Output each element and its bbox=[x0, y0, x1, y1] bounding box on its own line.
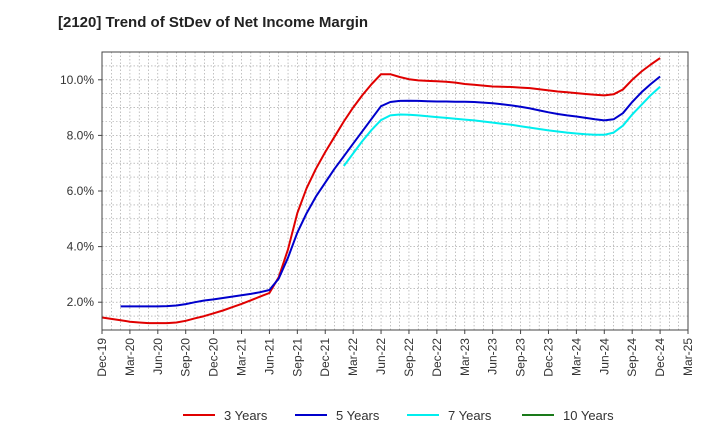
plot-area bbox=[102, 52, 688, 330]
x-tick-label: Jun-21 bbox=[262, 338, 276, 375]
x-tick-label: Sep-20 bbox=[179, 338, 193, 377]
x-tick-label: Sep-23 bbox=[514, 338, 528, 377]
x-tick-label: Jun-22 bbox=[374, 338, 388, 375]
x-tick-label: Jun-20 bbox=[151, 338, 165, 375]
legend: 3 Years 5 Years 7 Years 10 Years bbox=[183, 408, 614, 423]
y-tick-label: 4.0% bbox=[67, 240, 95, 254]
x-tick-label: Mar-20 bbox=[123, 338, 137, 376]
x-tick-label: Sep-21 bbox=[290, 338, 304, 377]
x-tick-label: Dec-19 bbox=[95, 338, 109, 377]
x-tick-label: Mar-22 bbox=[346, 338, 360, 376]
series-line-5-years bbox=[120, 75, 661, 308]
x-tick-label: Dec-20 bbox=[207, 338, 221, 377]
series-lines bbox=[101, 57, 661, 325]
x-axis-ticks: Dec-19 Mar-20 Jun-20 Sep-20 Dec-20 Mar-21 Jun-… bbox=[95, 330, 695, 377]
x-tick-label: Mar-24 bbox=[569, 338, 583, 376]
y-axis-ticks: 2.0% 4.0% 6.0% 8.0% 10.0% bbox=[60, 73, 102, 309]
y-tick-label: 6.0% bbox=[67, 184, 95, 198]
y-tick-label: 10.0% bbox=[60, 73, 94, 87]
legend-label: 10 Years bbox=[563, 408, 614, 423]
x-tick-label: Dec-22 bbox=[430, 338, 444, 377]
x-tick-label: Jun-23 bbox=[486, 338, 500, 375]
y-tick-label: 2.0% bbox=[67, 295, 95, 309]
legend-label: 7 Years bbox=[448, 408, 492, 423]
x-tick-label: Dec-23 bbox=[541, 338, 555, 377]
x-tick-label: Sep-22 bbox=[402, 338, 416, 377]
x-tick-label: Sep-24 bbox=[625, 338, 639, 377]
x-tick-label: Dec-24 bbox=[653, 338, 667, 377]
series-line-7-years bbox=[342, 86, 661, 167]
y-tick-label: 8.0% bbox=[67, 128, 95, 142]
legend-label: 3 Years bbox=[224, 408, 268, 423]
legend-label: 5 Years bbox=[336, 408, 380, 423]
x-tick-label: Jun-24 bbox=[597, 338, 611, 375]
chart-title: [2120] Trend of StDev of Net Income Marg… bbox=[58, 14, 369, 31]
x-tick-label: Dec-21 bbox=[318, 338, 332, 377]
x-tick-label: Mar-25 bbox=[681, 338, 695, 376]
x-tick-label: Mar-21 bbox=[235, 338, 249, 376]
series-line-3-years bbox=[101, 57, 661, 325]
x-tick-label: Mar-23 bbox=[458, 338, 472, 376]
